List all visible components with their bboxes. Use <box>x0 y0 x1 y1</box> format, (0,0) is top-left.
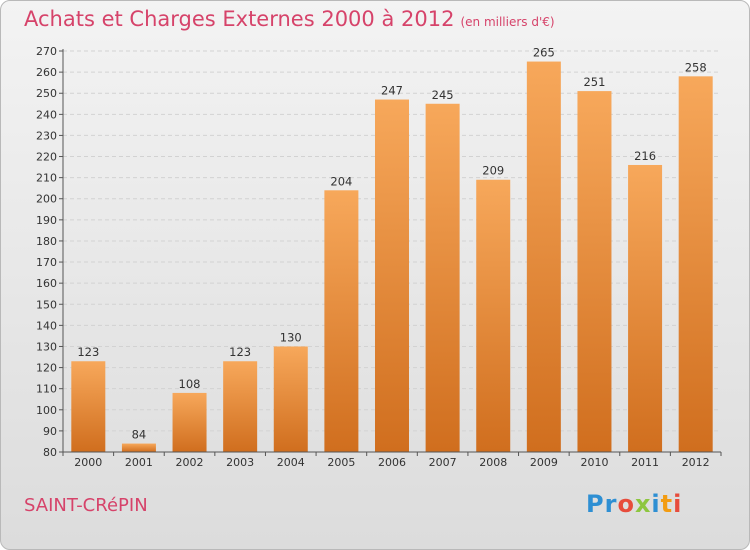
y-tick-label: 260 <box>36 66 57 79</box>
bar-value-label: 265 <box>533 46 555 60</box>
y-tick-label: 220 <box>36 151 57 164</box>
bar <box>121 443 156 452</box>
y-tick-label: 160 <box>36 277 57 290</box>
bar <box>577 91 612 452</box>
x-tick-label: 2012 <box>682 456 710 469</box>
x-tick-label: 2006 <box>378 456 406 469</box>
y-tick-label: 130 <box>36 340 57 353</box>
y-tick-label: 120 <box>36 362 57 375</box>
x-tick-label: 2010 <box>580 456 608 469</box>
commune-name: SAINT-CRéPIN <box>24 495 148 516</box>
logo-letter: P <box>586 490 605 518</box>
y-tick-label: 180 <box>36 235 57 248</box>
bar <box>628 164 663 452</box>
y-tick-label: 150 <box>36 298 57 311</box>
bar-value-label: 108 <box>179 377 201 391</box>
y-axis: 80 90 100 110 120 130 140 150 160 170 180 190 200 210… <box>36 45 64 459</box>
y-tick-label: 230 <box>36 129 57 142</box>
bar-value-label: 209 <box>482 164 504 178</box>
title-main: Achats et Charges Externes 2000 à 2012 <box>24 7 455 31</box>
y-tick-label: 170 <box>36 256 57 269</box>
x-tick-label: 2000 <box>74 456 102 469</box>
y-tick-label: 250 <box>36 87 57 100</box>
bar <box>375 99 409 452</box>
y-tick-label: 100 <box>36 404 57 417</box>
y-tick-label: 110 <box>36 383 57 396</box>
x-tick-label: 2003 <box>226 456 254 469</box>
proxiti-logo: Proxiti <box>586 490 682 518</box>
bar <box>678 76 713 452</box>
x-tick-label: 2004 <box>277 456 305 469</box>
x-tick-label: 2001 <box>125 456 153 469</box>
bar-value-label: 123 <box>229 345 251 359</box>
title-unit: (en milliers d'€) <box>460 15 555 29</box>
x-tick-label: 2008 <box>479 456 507 469</box>
bar-value-label: 258 <box>685 60 707 74</box>
x-tick-label: 2009 <box>530 456 558 469</box>
bar-value-label: 216 <box>634 149 656 163</box>
bar <box>425 103 460 453</box>
bar-value-label: 247 <box>381 84 403 98</box>
logo-letter: i <box>651 490 661 518</box>
logo-letter: r <box>604 490 618 518</box>
x-axis: 2000 2001 2002 2003 2004 2005 2006 2007 2008 2009… <box>62 451 722 469</box>
bar-value-label: 84 <box>132 428 147 442</box>
y-tick-label: 190 <box>36 214 57 227</box>
x-tick-label: 2007 <box>429 456 457 469</box>
x-tick-label: 2002 <box>176 456 204 469</box>
logo-letter: o <box>617 490 635 518</box>
bar <box>476 179 511 452</box>
bars: 123 84 108 123 130 204 247 245 209 265 251 216 258 <box>71 46 713 453</box>
bar-value-label: 251 <box>583 75 605 89</box>
bar <box>71 361 106 452</box>
bar <box>223 361 258 452</box>
x-tick-label: 2011 <box>631 456 659 469</box>
y-tick-label: 270 <box>36 45 57 58</box>
y-tick-label: 200 <box>36 193 57 206</box>
chart-title: Achats et Charges Externes 2000 à 2012 (e… <box>24 7 555 31</box>
y-tick-label: 80 <box>43 446 57 459</box>
y-tick-label: 210 <box>36 172 57 185</box>
bar-value-label: 204 <box>330 174 352 188</box>
y-tick-label: 240 <box>36 108 57 121</box>
bar-value-label: 130 <box>280 330 302 344</box>
bar <box>324 190 359 452</box>
y-tick-label: 140 <box>36 319 57 332</box>
bar <box>273 346 308 452</box>
logo-letter: i <box>673 490 683 518</box>
bar <box>526 61 561 452</box>
logo-letter: x <box>634 490 652 518</box>
x-tick-label: 2005 <box>327 456 355 469</box>
bar <box>172 392 207 452</box>
y-tick-label: 90 <box>43 425 57 438</box>
logo-letter: t <box>660 490 674 518</box>
bar-value-label: 123 <box>77 345 99 359</box>
bar-value-label: 245 <box>432 88 454 102</box>
